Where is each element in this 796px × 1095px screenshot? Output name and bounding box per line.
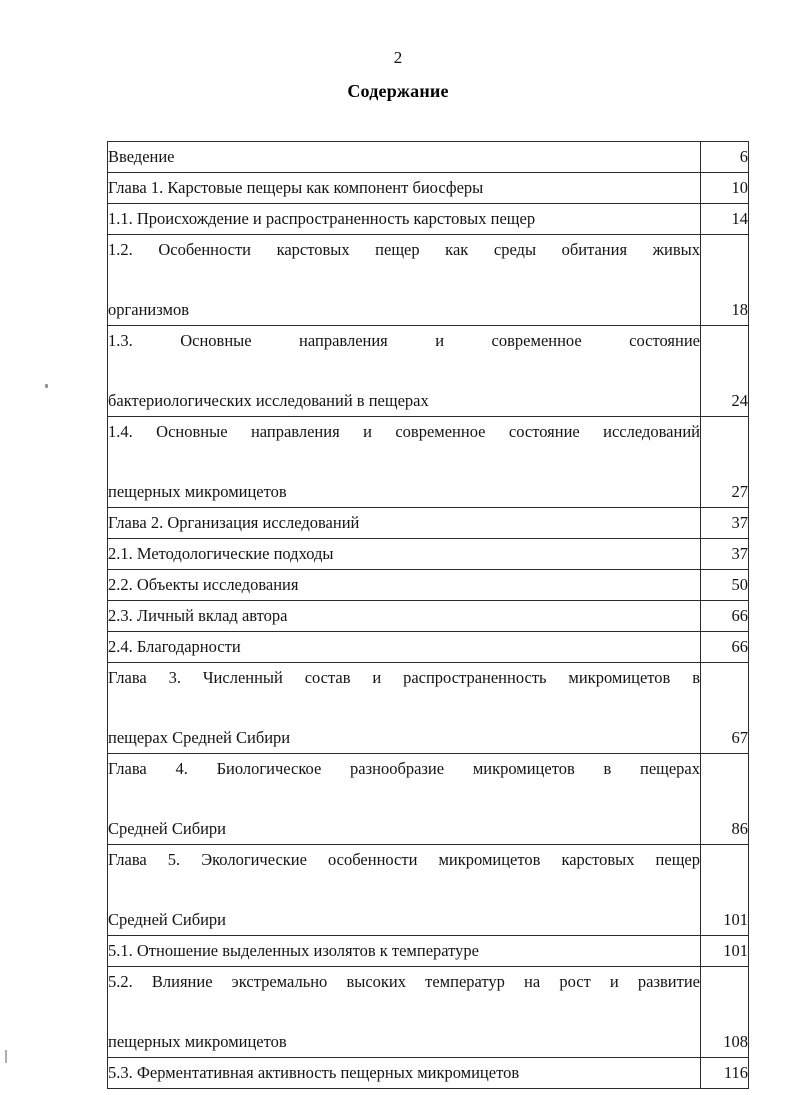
toc-entry-page: 10 [700,172,749,204]
toc-entry-page: 18 [700,234,749,326]
toc-entry-title: 2.1. Методологические подходы [107,538,701,570]
toc-entry-page: 6 [700,141,749,173]
table-row: 1.4. Основные направления и современное … [107,416,749,508]
toc-entry-title-line: 5.2. Влияние экстремально высоких темпер… [108,972,700,991]
table-row: 2.2. Объекты исследования 50 [107,569,749,601]
toc-body: Введение 6 Глава 1. Карстовые пещеры как к… [107,141,749,1089]
toc-entry-page: 27 [700,416,749,508]
toc-entry-page: 67 [700,662,749,754]
toc-entry-title: 1.3. Основные направления и современное … [107,325,701,417]
toc-entry-page: 37 [700,507,749,539]
scan-artifact-speck [45,384,48,388]
table-row: 2.4. Благодарности 66 [107,631,749,663]
table-row: 2.1. Методологические подходы 37 [107,538,749,570]
toc-entry-page: 101 [700,935,749,967]
table-row: 5.2. Влияние экстремально высоких темпер… [107,966,749,1058]
toc-entry-title-line: Средней Сибири [108,910,227,929]
toc-entry-title: Глава 1. Карстовые пещеры как компонент … [107,172,701,204]
toc-entry-page: 50 [700,569,749,601]
table-row: 5.3. Ферментативная активность пещерных … [107,1057,749,1089]
toc-entry-page: 86 [700,753,749,845]
toc-entry-page: 14 [700,203,749,235]
toc-entry-title: Глава 5. Экологические особенности микро… [107,844,701,936]
page-title: Содержание [347,81,449,101]
toc-entry-title: 2.3. Личный вклад автора [107,600,701,632]
toc-entry-title: 1.4. Основные направления и современное … [107,416,701,508]
toc-entry-title-line: пещерных микромицетов [108,1032,287,1051]
toc-entry-page: 24 [700,325,749,417]
toc-entry-title: 1.1. Происхождение и распространенность … [107,203,701,235]
toc-entry-title: 2.4. Благодарности [107,631,701,663]
toc-entry-page: 66 [700,631,749,663]
toc-entry-title-line: 1.4. Основные направления и современное … [108,422,700,441]
table-row: Глава 4. Биологическое разнообразие микр… [107,753,749,845]
toc-entry-title-line: бактериологических исследований в пещера… [108,391,429,410]
toc-entry-title: 2.2. Объекты исследования [107,569,701,601]
toc-entry-title-line: Глава 5. Экологические особенности микро… [108,850,700,869]
toc-entry-title-line: Глава 4. Биологическое разнообразие микр… [108,759,700,778]
toc-entry-page: 116 [700,1057,749,1089]
toc-entry-page: 66 [700,600,749,632]
table-row: Глава 3. Численный состав и распростране… [107,662,749,754]
toc-entry-page: 101 [700,844,749,936]
toc-entry-page: 108 [700,966,749,1058]
toc-entry-title-line: Средней Сибири [108,819,227,838]
toc-entry-title-line: пещерных микромицетов [108,482,287,501]
table-row: 1.1. Происхождение и распространенность … [107,203,749,235]
toc-entry-title: 5.1. Отношение выделенных изолятов к тем… [107,935,701,967]
table-row: 1.3. Основные направления и современное … [107,325,749,417]
table-of-contents: Введение 6 Глава 1. Карстовые пещеры как к… [107,141,749,1089]
toc-entry-title-line: организмов [108,300,190,319]
toc-entry-title: Глава 3. Численный состав и распростране… [107,662,701,754]
table-row: Глава 2. Организация исследований 37 [107,507,749,539]
toc-entry-title: 5.2. Влияние экстремально высоких темпер… [107,966,701,1058]
table-row: Глава 5. Экологические особенности микро… [107,844,749,936]
table-row: Глава 1. Карстовые пещеры как компонент … [107,172,749,204]
toc-entry-title: 1.2. Особенности карстовых пещер как сре… [107,234,701,326]
toc-entry-title: Глава 2. Организация исследований [107,507,701,539]
table-row: 2.3. Личный вклад автора 66 [107,600,749,632]
toc-entry-title-line: Глава 3. Численный состав и распростране… [108,668,700,687]
page-number: 2 [393,48,403,67]
table-row: Введение 6 [107,141,749,173]
toc-entry-title-line: 1.3. Основные направления и современное … [108,331,700,350]
toc-entry-title: 5.3. Ферментативная активность пещерных … [107,1057,701,1089]
toc-entry-page: 37 [700,538,749,570]
toc-entry-title: Введение [107,141,701,173]
scan-artifact-edge-mark [5,1050,7,1063]
toc-entry-title-line: 1.2. Особенности карстовых пещер как сре… [108,240,700,259]
table-row: 1.2. Особенности карстовых пещер как сре… [107,234,749,326]
toc-entry-title: Глава 4. Биологическое разнообразие микр… [107,753,701,845]
toc-entry-title-line: пещерах Средней Сибири [108,728,291,747]
table-row: 5.1. Отношение выделенных изолятов к тем… [107,935,749,967]
